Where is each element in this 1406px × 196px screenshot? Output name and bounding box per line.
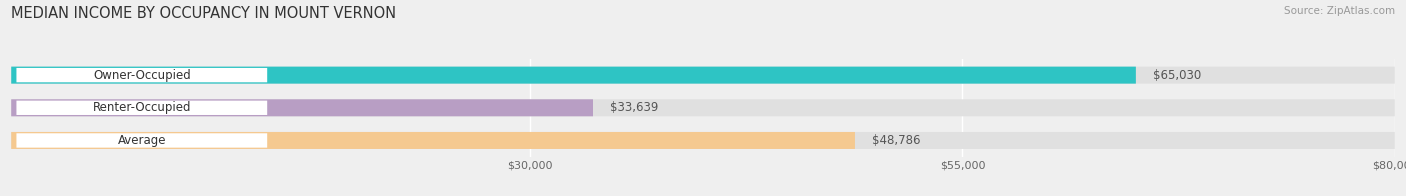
PathPatch shape	[11, 67, 1395, 84]
PathPatch shape	[11, 132, 1395, 149]
PathPatch shape	[17, 133, 267, 148]
PathPatch shape	[11, 132, 855, 149]
Text: $65,030: $65,030	[1153, 69, 1201, 82]
Text: Source: ZipAtlas.com: Source: ZipAtlas.com	[1284, 6, 1395, 16]
Text: Renter-Occupied: Renter-Occupied	[93, 101, 191, 114]
Text: Owner-Occupied: Owner-Occupied	[93, 69, 191, 82]
PathPatch shape	[17, 101, 267, 115]
PathPatch shape	[17, 68, 267, 82]
PathPatch shape	[11, 99, 593, 116]
Text: Average: Average	[118, 134, 166, 147]
Text: $33,639: $33,639	[610, 101, 658, 114]
PathPatch shape	[11, 99, 1395, 116]
PathPatch shape	[11, 67, 1136, 84]
Text: MEDIAN INCOME BY OCCUPANCY IN MOUNT VERNON: MEDIAN INCOME BY OCCUPANCY IN MOUNT VERN…	[11, 6, 396, 21]
Text: $48,786: $48,786	[872, 134, 921, 147]
